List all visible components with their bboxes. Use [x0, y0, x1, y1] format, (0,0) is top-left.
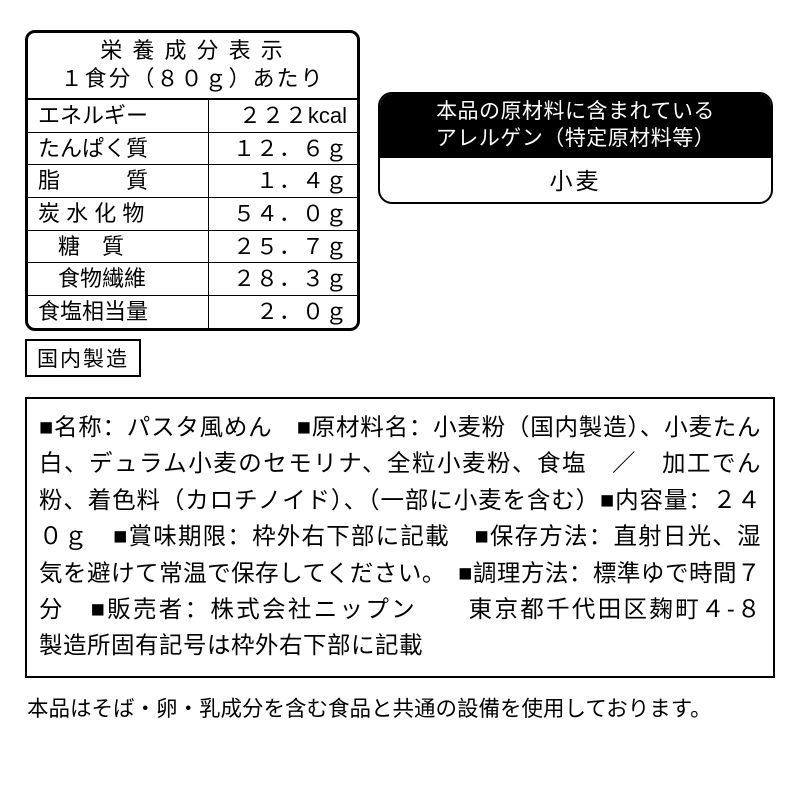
nutrition-label: 糖 質 — [28, 231, 209, 263]
nutrition-row: 食物繊維２８．３ｇ — [28, 263, 357, 296]
ingredients-box: ■名称：パスタ風めん ■原材料名：小麦粉（国内製造）、小麦たん白、デュラム小麦の… — [25, 397, 775, 678]
allergen-body: 小麦 — [380, 158, 771, 202]
nutrition-row: 炭 水 化 物５４．０ｇ — [28, 198, 357, 231]
nutrition-value: １２．６ｇ — [209, 133, 357, 165]
nutrition-row: 食塩相当量２．０ｇ — [28, 296, 357, 328]
nutrition-row: 糖 質２５．７ｇ — [28, 231, 357, 264]
nutrition-table: 栄 養 成 分 表 示 １食分（８０ｇ）あたり エネルギー２２２kcalたんぱく… — [25, 30, 360, 331]
origin-label: 国内製造 — [25, 339, 141, 377]
nutrition-label: 食塩相当量 — [28, 296, 209, 328]
nutrition-title: 栄 養 成 分 表 示 １食分（８０ｇ）あたり — [28, 33, 357, 100]
nutrition-row: 脂 質１．４ｇ — [28, 165, 357, 198]
nutrition-value: ２．０ｇ — [209, 296, 357, 328]
nutrition-title-line2: １食分（８０ｇ）あたり — [60, 66, 324, 91]
nutrition-row: たんぱく質１２．６ｇ — [28, 133, 357, 166]
nutrition-label: 脂 質 — [28, 165, 209, 197]
nutrition-row: エネルギー２２２kcal — [28, 100, 357, 133]
nutrition-label: 炭 水 化 物 — [28, 198, 209, 230]
nutrition-label: エネルギー — [28, 100, 209, 132]
allergen-header: 本品の原材料に含まれている アレルゲン（特定原材料等） — [380, 94, 771, 158]
nutrition-label: 食物繊維 — [28, 263, 209, 295]
footnote: 本品はそば・卵・乳成分を含む食品と共通の設備を使用しております。 — [25, 692, 775, 723]
nutrition-value: １．４ｇ — [209, 165, 357, 197]
nutrition-value: ２５．７ｇ — [209, 231, 357, 263]
nutrition-title-line1: 栄 養 成 分 表 示 — [100, 38, 285, 63]
allergen-box: 本品の原材料に含まれている アレルゲン（特定原材料等） 小麦 — [378, 92, 773, 204]
nutrition-label: たんぱく質 — [28, 133, 209, 165]
nutrition-value: ５４．０ｇ — [209, 198, 357, 230]
nutrition-value: ２２２kcal — [209, 100, 357, 132]
nutrition-value: ２８．３ｇ — [209, 263, 357, 295]
allergen-header-line2: アレルゲン（特定原材料等） — [436, 127, 716, 150]
allergen-header-line1: 本品の原材料に含まれている — [436, 100, 715, 123]
ingredients-text: ■名称：パスタ風めん ■原材料名：小麦粉（国内製造）、小麦たん白、デュラム小麦の… — [39, 414, 800, 659]
